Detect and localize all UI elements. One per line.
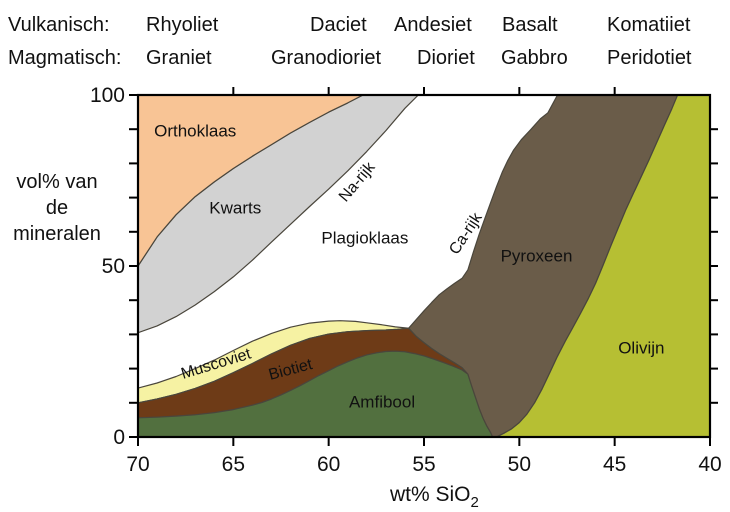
rock-name-andesiet: Andesiet	[394, 14, 472, 36]
x-axis-title-main: wt% SiO	[389, 483, 471, 506]
rock-name-granodioriet: Granodioriet	[271, 47, 382, 69]
axes: 70 65 60 55 50 45 40 100 50 0	[90, 84, 722, 476]
region-olivijn	[495, 95, 710, 437]
y-axis-title-line-1: vol% van	[16, 171, 97, 193]
x-tick-label-65: 65	[222, 453, 245, 476]
rock-name-gabbro: Gabbro	[501, 47, 568, 69]
rock-type-header: Vulkanisch: Rhyoliet Daciet Andesiet Basalt K…	[8, 14, 692, 69]
rock-name-dioriet: Dioriet	[417, 47, 475, 69]
row-label-vulkanisch: Vulkanisch:	[8, 14, 110, 36]
y-axis-title-line-3: mineralen	[13, 223, 101, 245]
rock-name-peridotiet: Peridotiet	[607, 47, 692, 69]
y-tick-label-0: 0	[113, 426, 125, 449]
x-tick-label-55: 55	[412, 453, 435, 476]
rock-name-komatiiet: Komatiiet	[607, 14, 691, 36]
x-axis-title: wt% SiO2	[389, 483, 479, 511]
x-axis-title-subscript: 2	[471, 494, 479, 511]
region-label-pyroxeen: Pyroxeen	[501, 247, 573, 266]
x-tick-label-60: 60	[317, 453, 340, 476]
rock-name-daciet: Daciet	[310, 14, 367, 36]
rock-name-graniet: Graniet	[146, 47, 212, 69]
y-axis-title-line-2: de	[46, 197, 68, 219]
x-tick-label-40: 40	[698, 453, 721, 476]
region-orthoklaas	[138, 95, 364, 267]
region-label-orthoklaas: Orthoklaas	[154, 121, 236, 140]
region-label-olivijn: Olivijn	[618, 339, 664, 358]
rock-name-basalt: Basalt	[502, 14, 558, 36]
region-label-amfibool: Amfibool	[349, 393, 415, 412]
x-tick-label-70: 70	[126, 453, 149, 476]
x-tick-label-45: 45	[603, 453, 626, 476]
rock-name-rhyoliet: Rhyoliet	[146, 14, 219, 36]
y-tick-label-50: 50	[102, 255, 125, 278]
x-tick-label-50: 50	[508, 453, 531, 476]
row-label-magmatisch: Magmatisch:	[8, 47, 121, 69]
region-label-plagioklaas: Plagioklaas	[321, 228, 408, 247]
y-tick-label-100: 100	[90, 84, 125, 107]
region-label-kwarts: Kwarts	[209, 198, 261, 217]
mineral-regions	[138, 95, 710, 437]
